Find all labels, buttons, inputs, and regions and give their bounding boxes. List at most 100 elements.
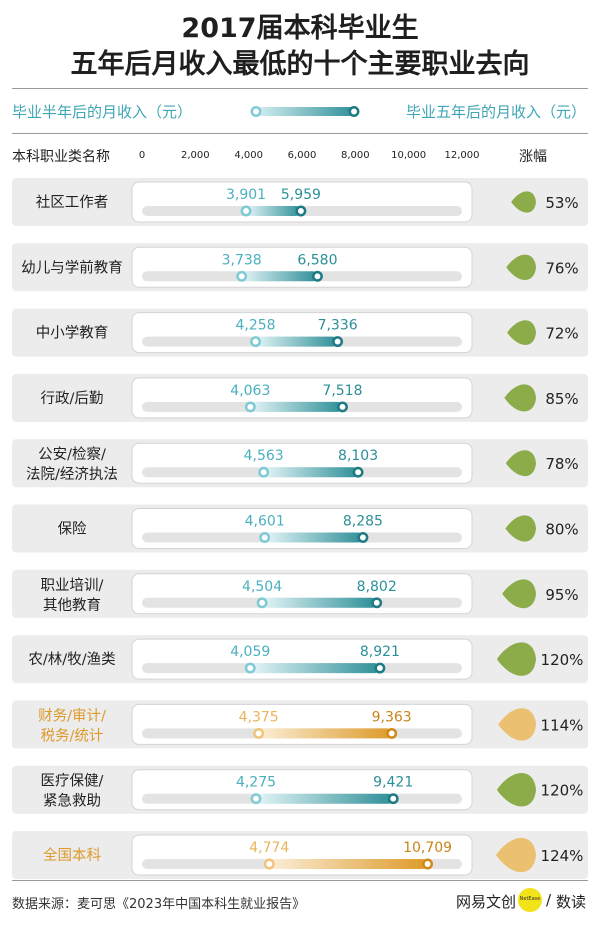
half-year-point	[253, 727, 265, 739]
growth-value-label: 78%	[545, 455, 578, 473]
half-year-value-label: 4,375	[239, 709, 279, 725]
row-label: 职业培训/其他教育	[41, 577, 104, 614]
row: 公安/检察/法院/经济执法 4,563 8,103 78%	[12, 439, 588, 488]
half-year-value-label: 4,258	[235, 318, 275, 334]
growth-value-label: 53%	[545, 194, 578, 212]
row-label-line: 公安/检察/	[38, 445, 106, 463]
five-year-point	[332, 336, 344, 348]
five-year-value-label: 5,959	[281, 187, 321, 203]
range-bar	[262, 597, 377, 608]
row-label: 农/林/牧/渔类	[28, 651, 115, 668]
five-year-value-label: 9,363	[372, 709, 412, 725]
row-label: 全国本科	[43, 846, 101, 864]
five-year-point	[371, 597, 383, 609]
half-year-point	[258, 466, 270, 478]
row-label-line: 幼儿与学前教育	[21, 259, 123, 276]
row-label-line: 职业培训/	[41, 577, 104, 594]
legend-dumbbell-icon	[250, 106, 360, 117]
five-year-value-label: 8,802	[357, 579, 397, 595]
half-year-value-label: 4,563	[244, 448, 284, 464]
range-bar	[256, 793, 394, 804]
x-tick-label: 8,000	[341, 150, 370, 161]
five-year-value-label: 7,518	[322, 383, 362, 399]
half-year-point	[236, 270, 248, 282]
row: 职业培训/其他教育 4,504 8,802 95%	[12, 569, 588, 618]
row-label-line: 其他教育	[43, 597, 101, 614]
row-label: 社区工作者	[36, 194, 109, 211]
range-bar	[241, 271, 318, 282]
row-label-line: 紧急救助	[43, 793, 101, 810]
row: 医疗保健/紧急救助 4,275 9,421 120%	[12, 765, 588, 814]
five-year-value-label: 6,580	[297, 252, 337, 268]
half-year-point	[256, 597, 268, 609]
range-bar	[255, 336, 338, 347]
range-bar	[264, 532, 363, 543]
five-year-point	[337, 401, 348, 413]
x-tick-label: 2,000	[181, 150, 210, 161]
half-year-point	[259, 532, 271, 543]
x-tick-label: 0	[138, 150, 146, 161]
growth-leaf	[505, 515, 536, 542]
five-year-value-label: 8,103	[338, 448, 378, 464]
logo-badge: NetEase	[518, 888, 542, 912]
row-label-line: 农/林/牧/渔类	[28, 651, 115, 668]
data-source: 数据来源：麦可思《2023年中国本科生就业报告》	[12, 897, 306, 912]
legend-half-year: 毕业半年后的月收入（元）	[12, 103, 193, 121]
half-year-point	[250, 793, 262, 805]
logo-slash: /	[546, 891, 552, 909]
five-year-value-label: 8,921	[360, 644, 400, 660]
row-label-line: 财务/审计/	[38, 707, 106, 724]
growth-value-label: 95%	[545, 586, 578, 604]
x-tick-label: 12,000	[444, 150, 480, 161]
row-label-line: 税务/统计	[41, 727, 104, 744]
growth-value-label: 120%	[541, 782, 584, 800]
row-label: 行政/后勤	[41, 390, 104, 407]
row-label-line: 法院/经济执法	[26, 466, 118, 483]
row-label: 财务/审计/税务/统计	[38, 707, 106, 744]
growth-leaf	[496, 772, 536, 807]
five-year-value-label: 8,285	[343, 514, 383, 530]
half-year-value-label: 4,774	[249, 840, 289, 856]
half-year-value-label: 3,901	[226, 187, 266, 203]
growth-leaf	[506, 254, 536, 281]
growth-leaf	[511, 191, 536, 213]
row: 财务/审计/税务/统计 4,375 9,363 114%	[12, 700, 588, 749]
half-year-value-label: 3,738	[222, 252, 262, 268]
growth-leaf	[496, 642, 536, 676]
growth-leaf	[496, 837, 536, 873]
range-bar	[250, 663, 380, 674]
row-label-line: 社区工作者	[36, 194, 109, 211]
growth-value-label: 120%	[541, 651, 584, 669]
row-label: 幼儿与学前教育	[21, 259, 123, 276]
half-year-point	[250, 336, 261, 348]
five-year-point	[374, 662, 386, 674]
growth-leaf	[502, 579, 536, 609]
five-year-value-label: 9,421	[373, 775, 413, 791]
half-year-value-label: 4,504	[242, 579, 282, 595]
growth-value-label: 76%	[545, 259, 578, 277]
row-label-line: 行政/后勤	[41, 390, 104, 407]
legend-five-year: 毕业五年后的月收入（元）	[405, 103, 586, 121]
row-label-line: 中小学教育	[36, 325, 109, 342]
half-year-value-label: 4,601	[245, 514, 285, 530]
logo-brand: 网易文创	[456, 893, 517, 911]
half-year-value-label: 4,275	[236, 775, 276, 791]
x-tick-label: 6,000	[287, 150, 317, 161]
row: 中小学教育 4,258 7,336 72%	[12, 308, 588, 357]
logo-product: 数读	[556, 893, 587, 911]
half-year-point	[244, 401, 256, 413]
divider-bottom	[12, 880, 588, 881]
five-year-point	[387, 793, 399, 805]
growth-value-label: 85%	[545, 390, 578, 408]
divider-top	[12, 88, 588, 89]
growth-value-label: 72%	[545, 325, 578, 343]
five-year-point	[295, 205, 307, 217]
growth-value-label: 124%	[541, 847, 584, 865]
half-year-value-label: 4,059	[230, 644, 270, 660]
logo-badge-text: NetEase	[519, 896, 541, 902]
growth-leaf	[505, 450, 536, 477]
row-label: 公安/检察/法院/经济执法	[26, 445, 118, 483]
row: 行政/后勤 4,063 7,518 85%	[12, 373, 588, 422]
range-bar	[263, 467, 359, 478]
growth-value-label: 80%	[545, 521, 578, 539]
